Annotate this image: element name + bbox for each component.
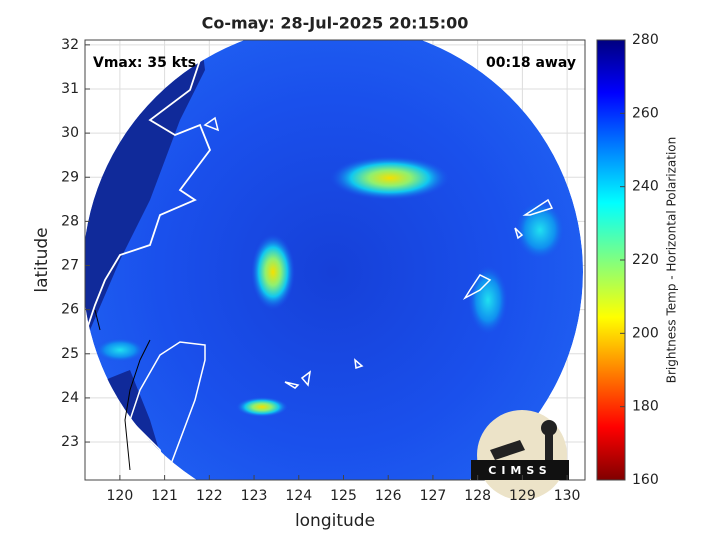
x-tick-label: 127 — [420, 488, 447, 504]
x-tick-label: 130 — [554, 488, 581, 504]
y-tick-label: 27 — [61, 258, 79, 274]
y-tick-label: 30 — [61, 125, 79, 141]
annotation: Vmax: 35 kts — [93, 55, 196, 71]
y-tick-label: 23 — [61, 434, 79, 450]
y-tick-label: 26 — [61, 302, 79, 318]
colorbar-tick-label: 180 — [632, 399, 659, 415]
logo: CIMSS — [471, 410, 569, 500]
y-tick-label: 28 — [61, 213, 79, 229]
colorbar-tick-label: 260 — [632, 105, 659, 121]
x-tick-label: 125 — [330, 488, 357, 504]
x-tick-label: 129 — [509, 488, 536, 504]
annotation: 00:18 away — [486, 55, 576, 71]
x-tick-label: 120 — [107, 488, 134, 504]
colorbar-tick-label: 220 — [632, 252, 659, 268]
plot-frame — [84, 39, 586, 481]
colorbar-tick-label: 200 — [632, 325, 659, 341]
y-tick-label: 29 — [61, 169, 79, 185]
y-tick-label: 24 — [61, 390, 79, 406]
x-tick-label: 128 — [464, 488, 491, 504]
colorbar-tick-label: 280 — [632, 32, 659, 48]
x-axis-label: longitude — [295, 511, 375, 531]
colorbar-tick-label: 240 — [632, 179, 659, 195]
y-axis-label: latitude — [32, 227, 52, 292]
x-tick-label: 126 — [375, 488, 402, 504]
x-tick-label: 122 — [196, 488, 223, 504]
chart-title: Co-may: 28-Jul-2025 20:15:00 — [202, 14, 469, 33]
y-tick-label: 25 — [61, 346, 79, 362]
x-tick-label: 123 — [241, 488, 268, 504]
x-tick-label: 121 — [151, 488, 178, 504]
y-tick-label: 31 — [61, 81, 79, 97]
x-tick-label: 124 — [285, 488, 312, 504]
logo-text: CIMSS — [488, 464, 551, 477]
y-tick-label: 32 — [61, 37, 79, 53]
colorbar-label: Brightness Temp - Horizontal Polarizatio… — [665, 137, 679, 384]
colorbar-tick-label: 160 — [632, 472, 659, 488]
